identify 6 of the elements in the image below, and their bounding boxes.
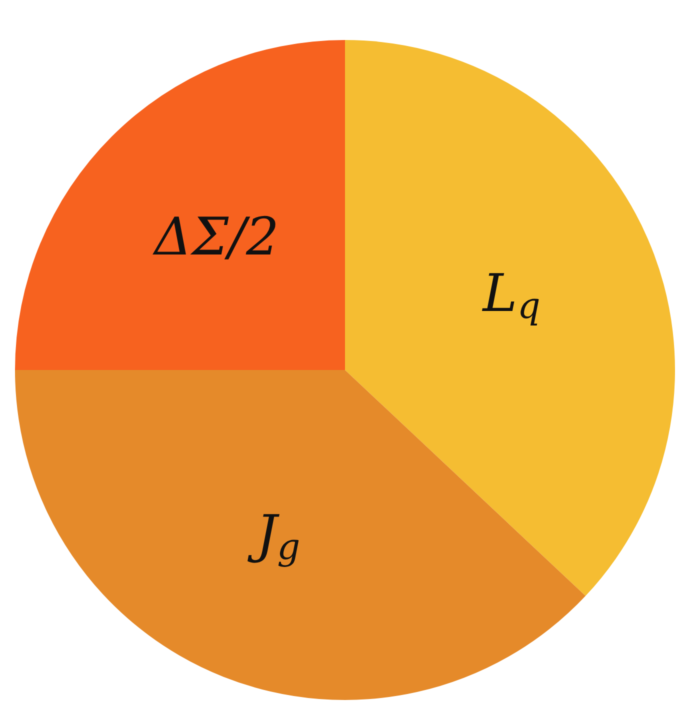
pie-slice xyxy=(15,40,345,370)
slice-label: ΔΣ/2 xyxy=(152,208,280,268)
pie-slice xyxy=(345,40,675,596)
pie-slice xyxy=(15,370,586,700)
slice-label: J$_{g}$ xyxy=(247,505,300,568)
slice-label: L$_{q}$ xyxy=(482,264,540,328)
